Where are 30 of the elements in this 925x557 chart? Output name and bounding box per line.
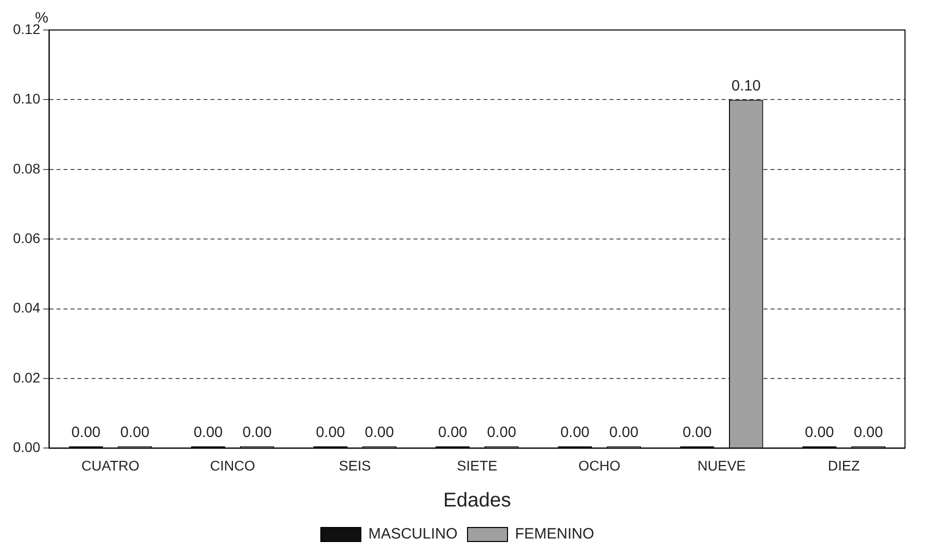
data-label: 0.00 xyxy=(609,424,638,441)
data-label: 0.00 xyxy=(194,424,223,441)
data-label: 0.00 xyxy=(71,424,101,441)
data-label: 0.00 xyxy=(682,424,712,441)
data-label: 0.00 xyxy=(364,424,394,441)
x-axis-title: Edades xyxy=(443,490,512,512)
y-tick-label: 0.08 xyxy=(13,160,40,176)
x-tick-label: NUEVE xyxy=(698,457,746,474)
x-tick-label: DIEZ xyxy=(828,457,860,474)
x-tick-label: OCHO xyxy=(578,457,620,474)
data-label: 0.10 xyxy=(731,77,761,94)
x-tick-label: SIETE xyxy=(456,457,498,474)
legend-label: FEMENINO xyxy=(515,526,594,543)
data-label: 0.00 xyxy=(486,424,516,441)
data-label: 0.00 xyxy=(316,424,346,441)
data-label: 0.00 xyxy=(854,424,883,441)
data-label: 0.00 xyxy=(560,424,590,441)
y-tick-label: 0.00 xyxy=(13,439,40,456)
data-label: 0.00 xyxy=(438,424,468,441)
y-tick-label: 0.04 xyxy=(13,300,40,316)
x-tick-label: CINCO xyxy=(210,457,256,474)
data-label: 0.00 xyxy=(120,424,150,441)
data-label: 0.00 xyxy=(242,424,272,441)
x-tick-label: SEIS xyxy=(338,457,371,474)
x-tick-label: CUATRO xyxy=(81,457,140,474)
y-tick-label: 0.10 xyxy=(13,90,40,107)
y-tick-label: 0.06 xyxy=(13,230,40,246)
y-tick-label: 0.02 xyxy=(13,369,40,386)
legend-label: MASCULINO xyxy=(368,526,458,543)
data-label: 0.00 xyxy=(804,424,834,441)
